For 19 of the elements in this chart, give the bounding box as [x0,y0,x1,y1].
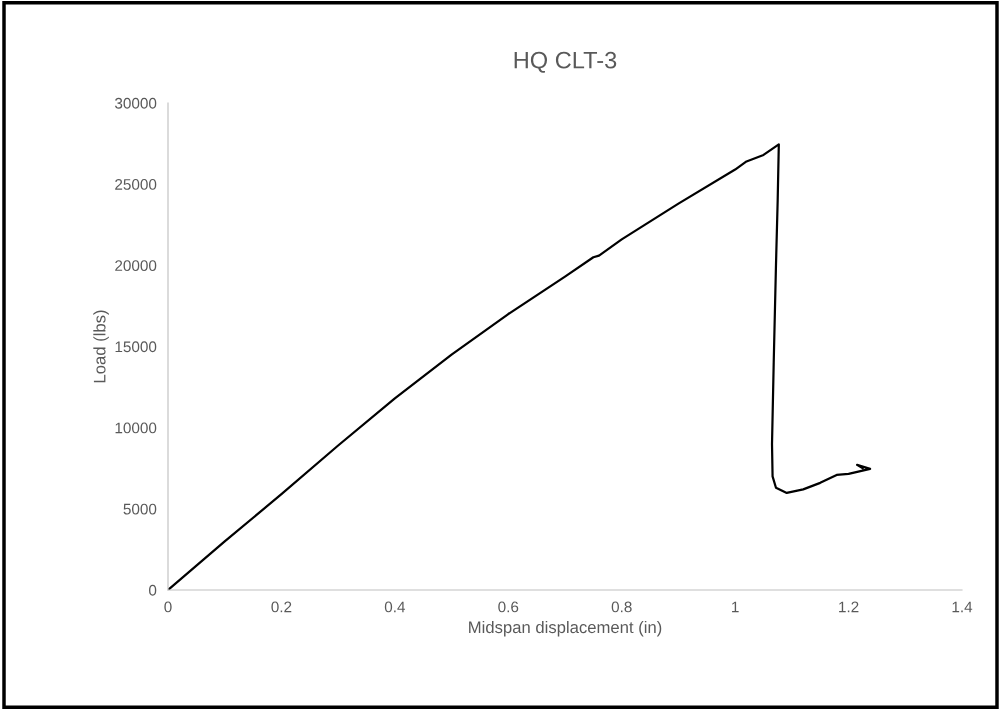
y-tick-label: 10000 [115,422,157,434]
x-tick-label: 0.4 [384,601,406,613]
y-tick-label: 0 [148,584,157,596]
x-tick-label: 0.2 [271,601,292,613]
x-tick-label: 1 [732,601,739,613]
x-tick-label: 0.6 [498,601,519,613]
chart-title: HQ CLT-3 [514,51,617,73]
y-tick-label: 30000 [114,97,157,109]
line-series [168,143,872,590]
y-tick-label: 15000 [115,341,157,353]
x-tick-label: 1.4 [952,601,973,613]
y-tick-label: 5000 [123,503,157,515]
y-tick-label: 20000 [115,260,157,272]
x-tick-label: 0 [164,601,172,613]
x-axis-title: Midspan displacement (in) [469,620,662,637]
x-tick-label: 1.2 [839,601,859,613]
x-tick-label: 0.8 [611,601,632,613]
y-tick-label: 25000 [115,179,157,190]
y-axis-title: Load (lbs) [93,310,109,383]
